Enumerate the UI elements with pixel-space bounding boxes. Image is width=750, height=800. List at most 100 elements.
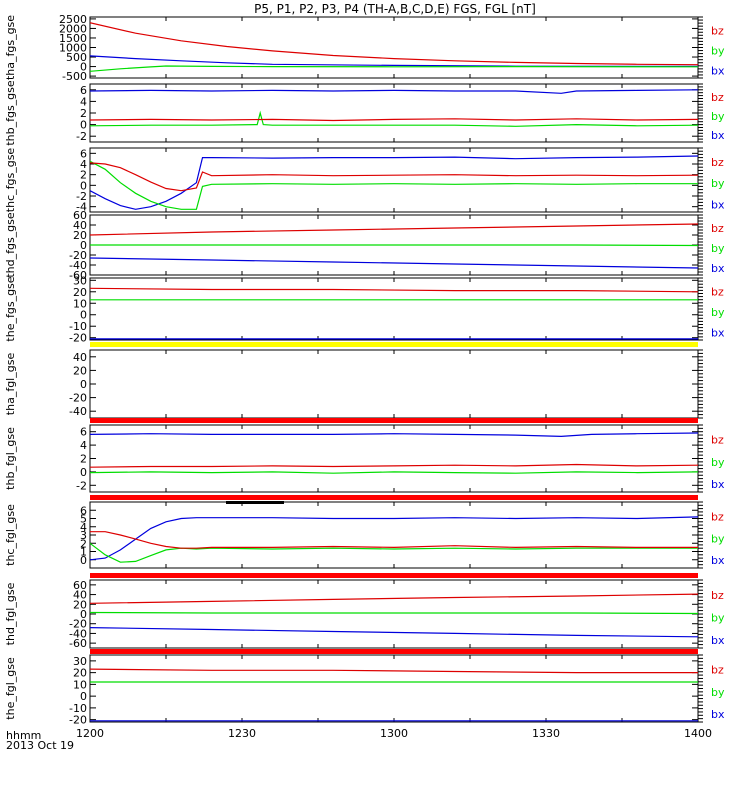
- legend-bz: bz: [711, 589, 724, 602]
- y-tick-label: 2: [80, 169, 87, 182]
- panel-frame: [89, 83, 699, 143]
- footer-label-1: hhmm: [6, 729, 41, 742]
- legend-bz: bz: [711, 664, 724, 677]
- y-tick-label: 5: [80, 513, 87, 526]
- y-tick-label: -500: [62, 70, 87, 83]
- y-tick-label: 20: [73, 286, 87, 299]
- y-tick-label: -20: [69, 714, 87, 727]
- x-tick-label: 1400: [684, 727, 712, 740]
- x-axis: 1200 1230 1300 1330 1400: [76, 727, 712, 740]
- y-tick-label: -20: [69, 249, 87, 262]
- legend-bx: bx: [711, 708, 725, 721]
- legend-bz: bz: [711, 434, 724, 447]
- panel-frame: [89, 501, 699, 569]
- legend-bx: bx: [711, 554, 725, 567]
- series-line-bz: [90, 668, 698, 674]
- y-tick-label: 0: [80, 61, 87, 74]
- y-tick-label: 4: [80, 521, 87, 534]
- y-axis-label: thc_fgs_gse: [4, 148, 17, 213]
- y-tick-label: -20: [69, 392, 87, 405]
- y-tick-label: 0: [80, 179, 87, 192]
- status-strip: [90, 649, 698, 654]
- legend-by: by: [711, 242, 725, 255]
- legend-bx: bx: [711, 198, 725, 211]
- y-axis-label: tha_fgs_gse: [4, 15, 17, 80]
- y-tick-label: 40: [73, 589, 87, 602]
- series-line-bz: [90, 531, 698, 549]
- series-line-by: [90, 471, 698, 474]
- legend-bz: bz: [711, 511, 724, 524]
- y-tick-label: 2000: [59, 22, 87, 35]
- y-axis-label: thb_fgs_gse: [4, 80, 17, 146]
- y-tick-label: 6: [80, 426, 87, 439]
- legend-by: by: [711, 532, 725, 545]
- y-tick-label: 0: [80, 608, 87, 621]
- status-strip: [90, 495, 698, 500]
- legend-bx: bx: [711, 327, 725, 340]
- y-tick-label: 2: [80, 453, 87, 466]
- y-axis-label: the_fgl_gse: [4, 657, 17, 720]
- series-line-bz: [90, 118, 698, 122]
- series-line-bz: [90, 593, 698, 604]
- legend-bz: bz: [711, 156, 724, 169]
- y-tick-label: 10: [73, 678, 87, 691]
- legend-bz: bz: [711, 222, 724, 235]
- y-tick-label: -60: [69, 269, 87, 282]
- y-tick-label: -10: [69, 702, 87, 715]
- legend-bx: bx: [711, 262, 725, 275]
- series-line-bx: [90, 516, 698, 561]
- y-tick-label: 30: [73, 655, 87, 668]
- y-tick-label: -4: [76, 201, 87, 214]
- y-tick-label: 40: [73, 219, 87, 232]
- y-tick-label: 60: [73, 209, 87, 222]
- y-tick-label: 0: [80, 378, 87, 391]
- y-tick-label: 500: [66, 51, 87, 64]
- y-tick-label: 20: [73, 667, 87, 680]
- legend-by: by: [711, 177, 725, 190]
- y-tick-label: -2: [76, 479, 87, 492]
- y-tick-label: 10: [73, 297, 87, 310]
- series-line-bx: [90, 257, 698, 269]
- y-tick-label: -10: [69, 320, 87, 333]
- y-tick-label: -2: [76, 130, 87, 143]
- y-tick-label: 6: [80, 147, 87, 160]
- x-tick-label: 1330: [532, 727, 560, 740]
- y-tick-label: 30: [73, 274, 87, 287]
- y-tick-label: -20: [69, 618, 87, 631]
- series-line-bz: [90, 22, 698, 66]
- status-strip: [90, 418, 698, 423]
- panel-frame: [89, 16, 699, 79]
- y-tick-label: 0: [80, 690, 87, 703]
- legend-by: by: [711, 686, 725, 699]
- y-tick-label: 6: [80, 84, 87, 97]
- y-tick-label: 4: [80, 439, 87, 452]
- y-tick-label: -40: [69, 405, 87, 418]
- y-tick-label: 60: [73, 579, 87, 592]
- panel-frame: [89, 424, 699, 493]
- legend-bx: bx: [711, 478, 725, 491]
- y-tick-label: 6: [80, 504, 87, 517]
- chart-title: P5, P1, P2, P3, P4 (TH-A,B,C,D,E) FGS, F…: [254, 2, 536, 16]
- y-tick-label: -2: [76, 190, 87, 203]
- legend-by: by: [711, 45, 725, 58]
- legend-bx: bx: [711, 65, 725, 78]
- legend-bz: bz: [711, 286, 724, 299]
- legend-by: by: [711, 456, 725, 469]
- series-line-by: [90, 160, 698, 210]
- legend-by: by: [711, 306, 725, 319]
- y-tick-label: 2: [80, 107, 87, 120]
- y-tick-label: -60: [69, 637, 87, 650]
- series-line-by: [90, 542, 698, 563]
- series-line-bz: [90, 223, 698, 236]
- legend-bz: bz: [711, 24, 724, 37]
- legend-bz: bz: [711, 91, 724, 104]
- panel-frame: [89, 654, 699, 723]
- y-tick-label: -20: [69, 332, 87, 345]
